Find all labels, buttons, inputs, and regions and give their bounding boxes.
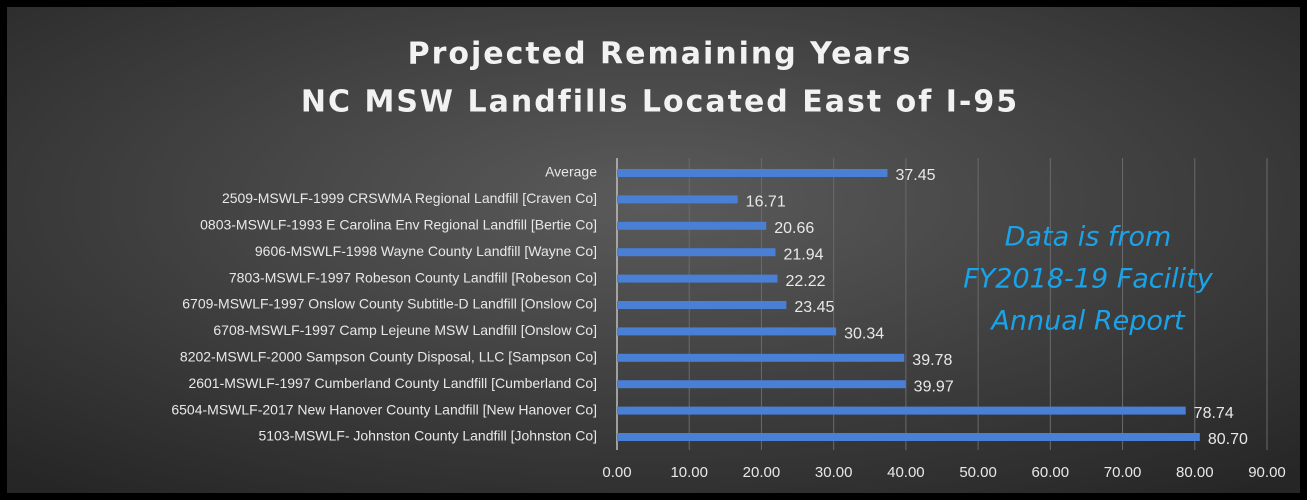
bar bbox=[617, 406, 1186, 415]
bar bbox=[617, 327, 837, 336]
bar bbox=[617, 353, 905, 362]
bar bbox=[617, 169, 888, 177]
annotation: FY2018-19 Facility bbox=[963, 264, 1213, 295]
bar bbox=[617, 274, 778, 283]
bar bbox=[617, 433, 1200, 441]
x-tick-label: 40.00 bbox=[887, 464, 925, 481]
value-label: 30.34 bbox=[844, 326, 884, 343]
value-label: 21.94 bbox=[783, 246, 823, 263]
y-tick-label: 2601-MSWLF-1997 Cumberland County Landfi… bbox=[188, 375, 597, 391]
x-tick-label: 30.00 bbox=[815, 464, 853, 481]
y-tick-label: 0803-MSWLF-1993 E Carolina Env Regional … bbox=[200, 217, 597, 233]
x-tick-label: 70.00 bbox=[1104, 464, 1142, 481]
y-tick-label: 7803-MSWLF-1997 Robeson County Landfill … bbox=[229, 269, 597, 285]
bar bbox=[617, 301, 787, 309]
value-label: 22.22 bbox=[785, 273, 825, 290]
bar bbox=[617, 195, 738, 204]
y-tick-label: 9606-MSWLF-1998 Wayne County Landfill [W… bbox=[255, 243, 597, 259]
x-tick-label: 60.00 bbox=[1032, 464, 1070, 481]
bar bbox=[617, 248, 776, 257]
y-tick-label: 5103-MSWLF- Johnston County Landfill [Jo… bbox=[258, 428, 597, 444]
x-tick-label: 20.00 bbox=[743, 464, 781, 481]
y-tick-label: 2509-MSWLF-1999 CRSWMA Regional Landfill… bbox=[222, 190, 597, 206]
bar bbox=[617, 221, 767, 230]
value-label: 39.78 bbox=[912, 352, 952, 369]
value-label: 16.71 bbox=[746, 194, 786, 211]
y-tick-label: 6708-MSWLF-1997 Camp Lejeune MSW Landfil… bbox=[213, 322, 597, 338]
value-label: 20.66 bbox=[774, 220, 814, 237]
value-label: 80.70 bbox=[1208, 431, 1248, 448]
annotation: Data is from bbox=[1005, 222, 1172, 253]
y-tick-label: 6709-MSWLF-1997 Onslow County Subtitle-D… bbox=[182, 296, 597, 312]
value-label: 37.45 bbox=[895, 167, 935, 184]
y-tick-label: 8202-MSWLF-2000 Sampson County Disposal,… bbox=[180, 349, 597, 365]
x-tick-label: 0.00 bbox=[602, 464, 631, 481]
x-tick-label: 80.00 bbox=[1176, 464, 1214, 481]
chart-title: NC MSW Landfills Located East of I-95 bbox=[301, 85, 1019, 120]
value-label: 78.74 bbox=[1194, 405, 1234, 422]
value-label: 23.45 bbox=[794, 299, 834, 316]
value-label: 39.97 bbox=[914, 378, 954, 395]
y-tick-label: 6504-MSWLF-2017 New Hanover County Landf… bbox=[171, 401, 597, 417]
y-tick-label: Average bbox=[545, 164, 597, 180]
bar bbox=[617, 380, 906, 389]
annotation: Annual Report bbox=[989, 306, 1186, 337]
x-tick-label: 10.00 bbox=[670, 464, 708, 481]
x-tick-label: 50.00 bbox=[959, 464, 997, 481]
x-tick-label: 90.00 bbox=[1248, 464, 1286, 481]
chart-title: Projected Remaining Years bbox=[408, 37, 913, 72]
